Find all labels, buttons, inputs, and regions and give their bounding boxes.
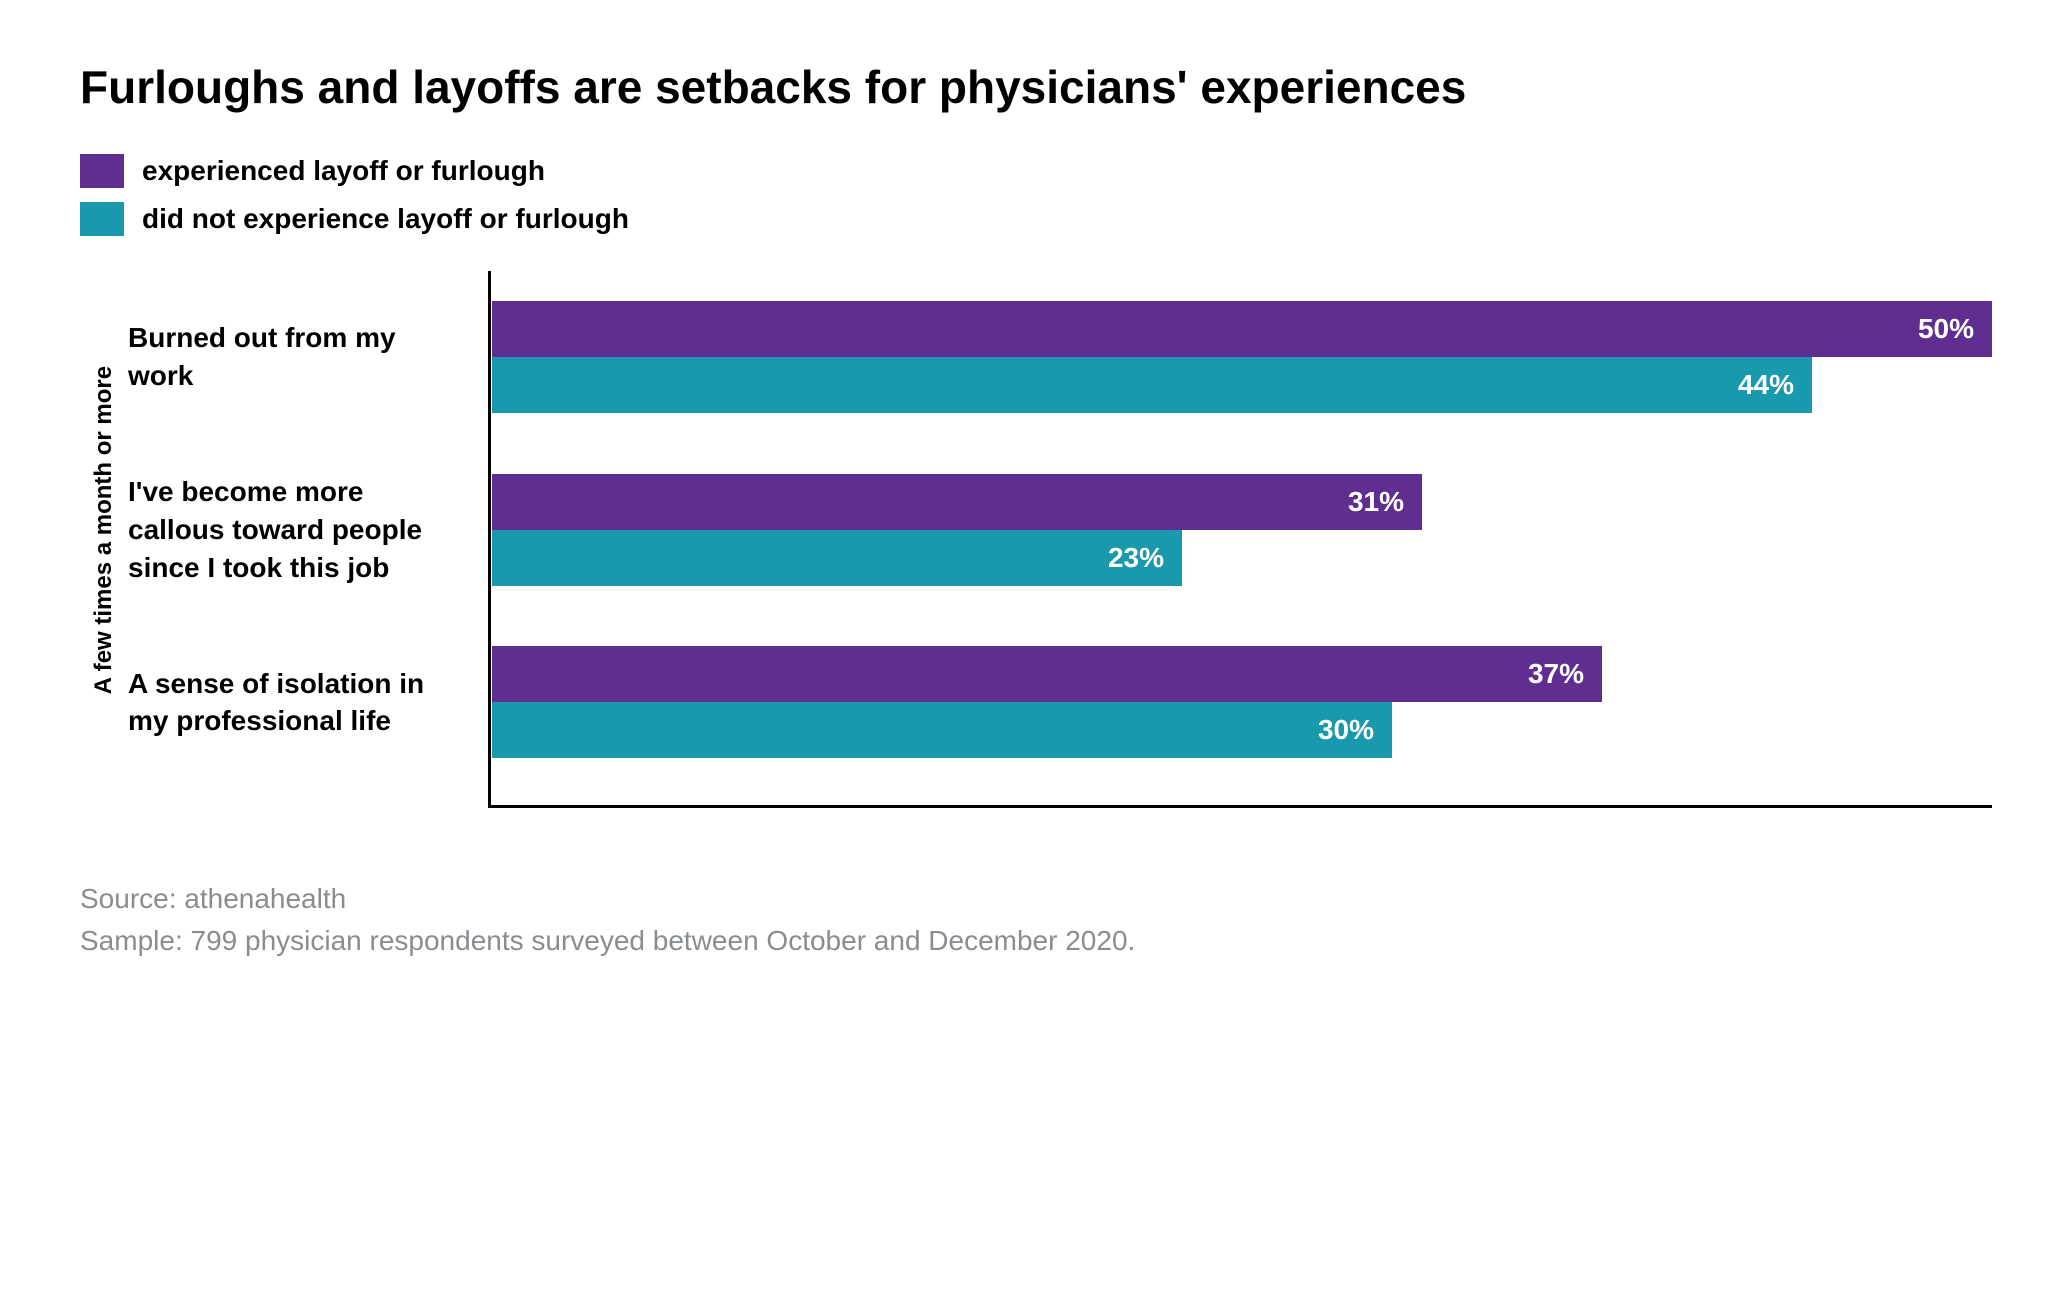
bar: 44% (492, 357, 1812, 413)
chart-container: Furloughs and layoffs are setbacks for p… (80, 60, 1992, 962)
bar-group: I've become more callous toward people s… (128, 443, 1992, 616)
footer-source: Source: athenahealth (80, 878, 1992, 920)
chart-footer: Source: athenahealth Sample: 799 physici… (80, 878, 1992, 962)
legend-item: did not experience layoff or furlough (80, 202, 1992, 236)
legend-item: experienced layoff or furlough (80, 154, 1992, 188)
bar-row: 44% (492, 357, 1992, 413)
y-axis-title: A few times a month or more (80, 271, 128, 788)
bar: 50% (492, 301, 1992, 357)
bars-column: 37% 30% (488, 646, 1992, 758)
legend-label: did not experience layoff or furlough (142, 203, 629, 235)
chart-title: Furloughs and layoffs are setbacks for p… (80, 60, 1992, 114)
plot-area: A few times a month or more Burned out f… (80, 271, 1992, 788)
bar: 31% (492, 474, 1422, 530)
legend-swatch (80, 202, 124, 236)
legend-label: experienced layoff or furlough (142, 155, 545, 187)
bars-column: 31% 23% (488, 474, 1992, 586)
bar-value: 37% (1528, 658, 1584, 690)
groups-wrapper: Burned out from my work 50% 44% (128, 271, 1992, 788)
category-label: I've become more callous toward people s… (128, 473, 488, 586)
bar: 23% (492, 530, 1182, 586)
bar-row: 37% (492, 646, 1992, 702)
category-label: A sense of isolation in my professional … (128, 665, 488, 741)
x-axis-line (488, 805, 1992, 808)
legend: experienced layoff or furlough did not e… (80, 154, 1992, 236)
bar-group: Burned out from my work 50% 44% (128, 271, 1992, 443)
bar-value: 23% (1108, 542, 1164, 574)
category-label: Burned out from my work (128, 319, 488, 395)
legend-swatch (80, 154, 124, 188)
bar-row: 23% (492, 530, 1992, 586)
bars-column: 50% 44% (488, 301, 1992, 413)
footer-sample: Sample: 799 physician respondents survey… (80, 920, 1992, 962)
bar-groups: Burned out from my work 50% 44% (128, 271, 1992, 788)
bar-value: 44% (1738, 369, 1794, 401)
bar: 30% (492, 702, 1392, 758)
bar-value: 50% (1918, 313, 1974, 345)
bar-group: A sense of isolation in my professional … (128, 616, 1992, 788)
bar-value: 30% (1318, 714, 1374, 746)
bar-row: 50% (492, 301, 1992, 357)
bar-row: 31% (492, 474, 1992, 530)
bar-value: 31% (1348, 486, 1404, 518)
bar-row: 30% (492, 702, 1992, 758)
bar: 37% (492, 646, 1602, 702)
